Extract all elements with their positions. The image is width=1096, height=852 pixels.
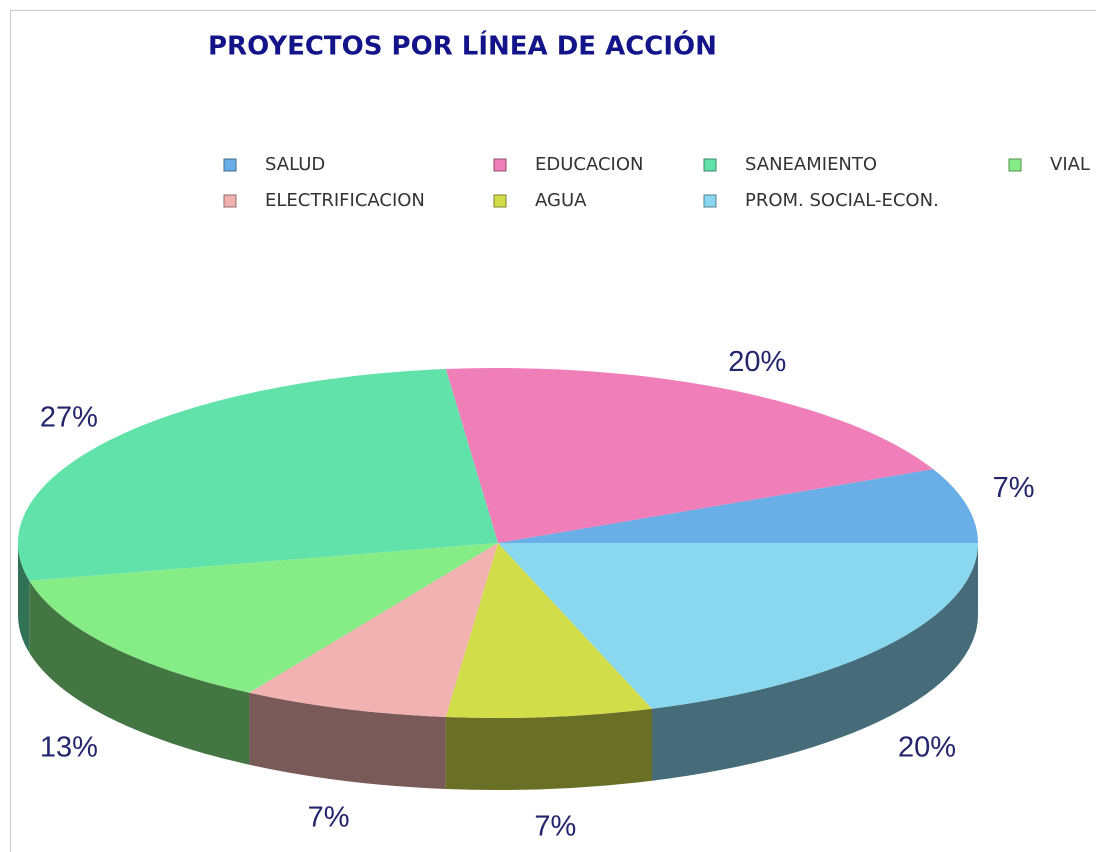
legend-label: VIAL <box>1050 154 1090 175</box>
legend-swatch <box>223 194 237 208</box>
slice <box>498 469 978 543</box>
legend-label: SANEAMIENTO <box>745 154 877 175</box>
slice-side <box>651 543 978 781</box>
legend-label: EDUCACION <box>535 154 643 175</box>
data-label: 7% <box>308 802 350 834</box>
data-label: 13% <box>40 731 98 763</box>
slice <box>249 543 498 717</box>
slice-side <box>29 580 250 765</box>
data-label: 20% <box>728 346 786 378</box>
sides <box>18 543 978 791</box>
slice-side <box>18 543 30 653</box>
legend-swatch <box>493 158 507 172</box>
legend-swatch <box>703 158 717 172</box>
legend-swatch <box>703 194 717 208</box>
slice-side <box>445 708 652 791</box>
slice <box>445 543 652 719</box>
slice <box>445 368 934 543</box>
tops <box>18 368 978 719</box>
legend-label: PROM. SOCIAL-ECON. <box>745 190 939 211</box>
data-label: 27% <box>40 401 98 433</box>
slice <box>498 543 978 709</box>
legend-swatch <box>223 158 237 172</box>
data-label: 20% <box>898 731 956 763</box>
legend-label: SALUD <box>265 154 325 175</box>
data-label: 7% <box>534 811 576 843</box>
slice <box>29 543 499 693</box>
legend-swatch <box>493 194 507 208</box>
chart-title: PROYECTOS POR LÍNEA DE ACCIÓN <box>208 30 717 62</box>
slice <box>18 369 498 581</box>
legend-swatch <box>1008 158 1022 172</box>
legend-label: AGUA <box>535 190 587 211</box>
data-label: 7% <box>993 472 1035 504</box>
legend-label: ELECTRIFICACION <box>265 190 425 211</box>
slice-side <box>249 692 446 789</box>
